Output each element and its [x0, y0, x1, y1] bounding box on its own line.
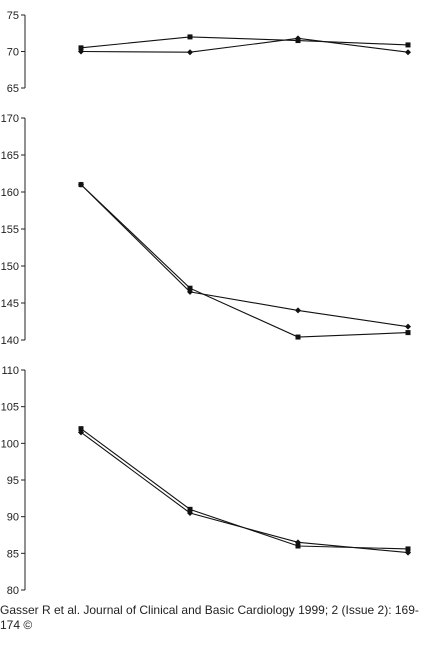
series-line-square — [80, 428, 409, 550]
y-tick-label: 150 — [1, 261, 19, 273]
y-tick-label: 100 — [1, 438, 19, 450]
data-point-square — [405, 330, 411, 336]
data-point-diamond — [295, 35, 301, 42]
chart-panel-2: 140 145 150 155 160 165 170 — [1, 113, 411, 347]
data-point-diamond — [78, 48, 84, 55]
data-point-square — [295, 543, 301, 549]
y-tick-label: 165 — [1, 150, 19, 162]
data-point-diamond — [187, 49, 193, 56]
y-tick-label: 95 — [7, 475, 19, 487]
y-tick-label: 160 — [1, 187, 19, 199]
data-point-square — [405, 42, 411, 48]
series-line-square — [80, 36, 409, 49]
y-tick-label: 155 — [1, 224, 19, 236]
data-point-square — [187, 34, 193, 40]
data-point-diamond — [187, 288, 193, 295]
y-tick-label: 90 — [7, 512, 19, 524]
y-tick-label: 170 — [1, 113, 19, 125]
y-tick-label: 70 — [7, 47, 19, 59]
y-tick-label: 65 — [7, 83, 19, 95]
y-tick-label: 110 — [1, 365, 19, 377]
y-tick-label: 80 — [7, 585, 19, 597]
series-line-diamond — [80, 37, 409, 53]
y-tick-label: 145 — [1, 298, 19, 310]
data-point-diamond — [295, 307, 301, 314]
y-tick-label: 85 — [7, 548, 19, 560]
citation-caption: Gasser R et al. Journal of Clinical and … — [0, 603, 419, 632]
series-line-diamond — [80, 184, 409, 328]
data-point-diamond — [405, 549, 411, 556]
data-point-diamond — [78, 181, 84, 188]
data-point-square — [295, 334, 301, 340]
charts-canvas: 65 70 75 140 145 150 155 160 165 170 80 85 90 95 100 10… — [1, 10, 411, 597]
data-point-diamond — [78, 429, 84, 436]
data-point-diamond — [187, 510, 193, 516]
series-line-square — [80, 184, 409, 338]
y-tick-label: 140 — [1, 335, 19, 347]
data-point-diamond — [405, 323, 411, 330]
chart-panel-3: 80 85 90 95 100 105 110 — [1, 365, 411, 597]
data-point-diamond — [405, 49, 411, 56]
data-point-diamond — [295, 539, 301, 546]
y-tick-label: 75 — [7, 10, 19, 22]
data-point-square — [78, 426, 84, 432]
chart-panel-1: 65 70 75 — [7, 10, 411, 95]
y-tick-label: 105 — [1, 402, 19, 414]
data-point-square — [187, 506, 193, 512]
series-line-diamond — [80, 431, 409, 554]
data-point-square — [187, 285, 193, 291]
data-point-square — [78, 45, 84, 51]
data-point-square — [405, 546, 411, 552]
